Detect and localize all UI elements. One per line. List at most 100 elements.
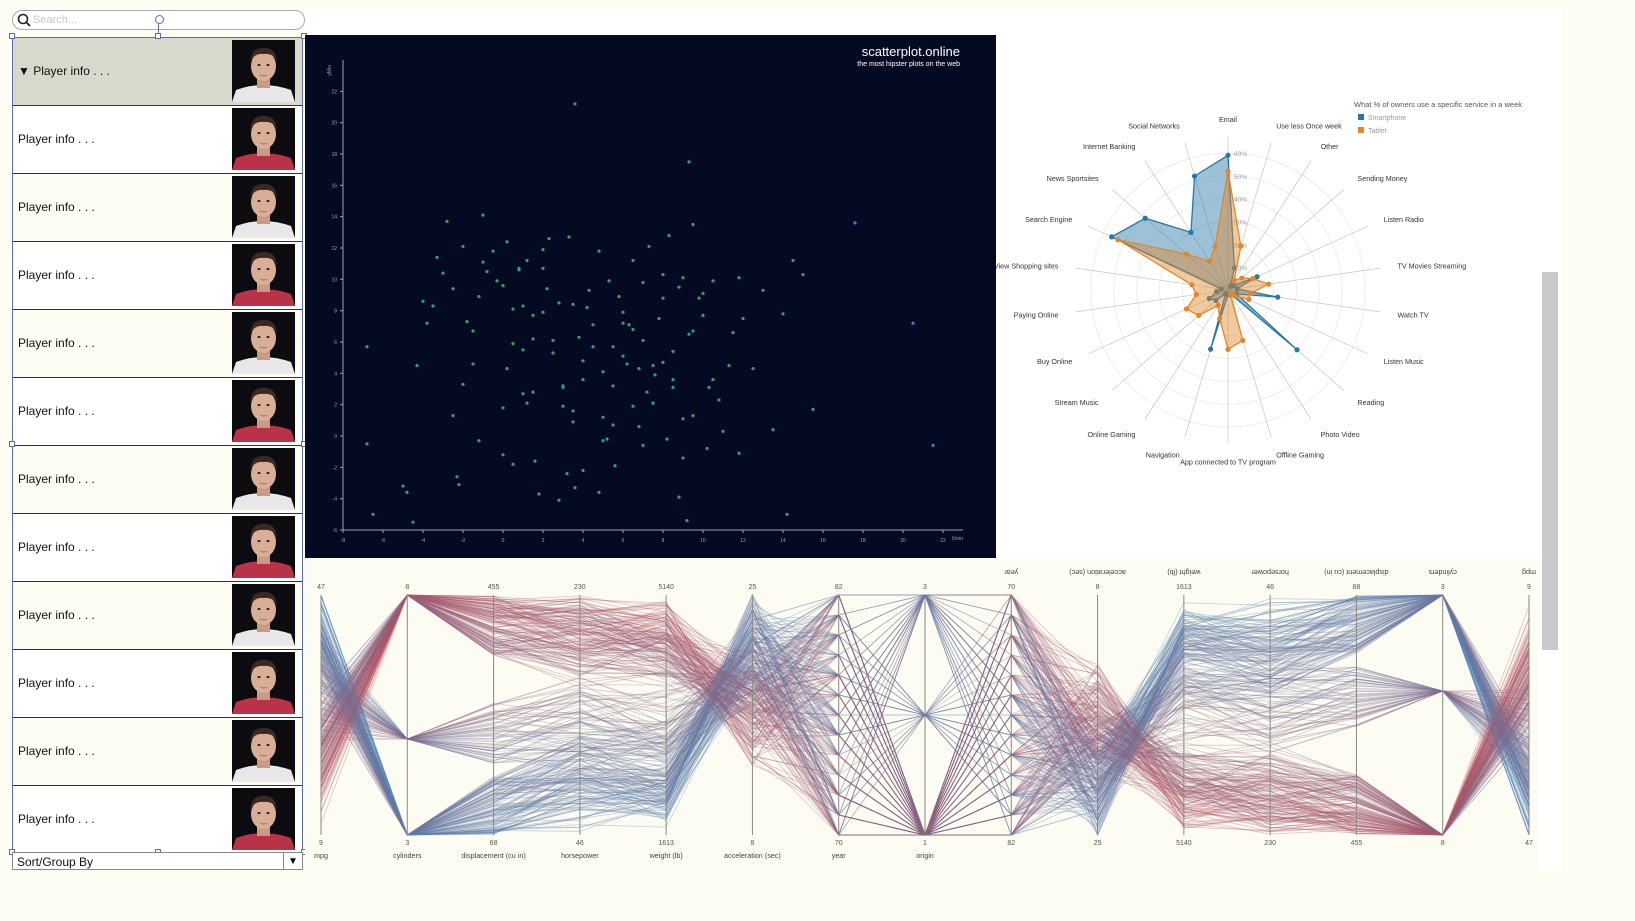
radar-point bbox=[1215, 302, 1221, 308]
player-info-label: Player info . . . bbox=[18, 540, 95, 554]
radar-axis bbox=[1227, 289, 1312, 420]
scatter-point bbox=[681, 417, 685, 421]
player-list-item[interactable]: Player info . . . bbox=[13, 582, 302, 650]
x-tick-label: -6 bbox=[381, 538, 386, 544]
player-list-item[interactable]: Player info . . . bbox=[13, 514, 302, 582]
radar-axis-label: Buy Online bbox=[1037, 357, 1072, 366]
scatter-point bbox=[531, 337, 535, 341]
radar-axis-label: Use less Once week bbox=[1276, 122, 1342, 131]
player-info-label: Player info . . . bbox=[18, 404, 95, 418]
scatter-point bbox=[701, 291, 705, 296]
radar-point bbox=[1250, 276, 1256, 282]
radar-axis-label: App connected to TV program bbox=[1180, 457, 1276, 466]
radar-point bbox=[1248, 290, 1254, 296]
player-info-label: ▼ Player info . . . bbox=[18, 64, 110, 78]
sort-group-dropdown[interactable]: Sort/Group By ▼ bbox=[12, 852, 303, 870]
pcp-axis-bottom-value: 3 bbox=[405, 840, 409, 847]
player-list-item[interactable]: Player info . . . bbox=[13, 786, 302, 853]
radar-point bbox=[1213, 297, 1219, 304]
x-tick-label: 20 bbox=[900, 538, 906, 544]
rotate-handle[interactable] bbox=[155, 15, 164, 24]
legend-label: Smartphone bbox=[1368, 115, 1406, 122]
scatter-point bbox=[717, 398, 721, 402]
player-photo bbox=[232, 516, 295, 578]
radar-axis-label: Other bbox=[1321, 142, 1340, 151]
y-tick-label: 12 bbox=[331, 246, 337, 252]
scatter-point bbox=[711, 378, 715, 382]
pcp-axis-name: mpg bbox=[1522, 568, 1536, 577]
player-list-item[interactable]: Player info . . . bbox=[13, 242, 302, 310]
scatter-point bbox=[501, 453, 505, 457]
scatter-point bbox=[677, 285, 681, 289]
radar-point bbox=[1183, 306, 1190, 312]
player-photo bbox=[232, 788, 295, 850]
scatter-point bbox=[541, 310, 545, 314]
radar-point bbox=[1115, 237, 1121, 243]
radar-axis bbox=[1227, 160, 1312, 291]
chart-title: scatterplot.online bbox=[862, 44, 960, 59]
pcp-axis-name: cylinders bbox=[1428, 568, 1457, 577]
radar-point bbox=[1266, 281, 1272, 287]
x-tick-label: 22 bbox=[940, 538, 946, 544]
player-list-item[interactable]: Player info . . . bbox=[13, 446, 302, 514]
pcp-axis-top-value: 8 bbox=[1096, 584, 1100, 591]
player-list-item[interactable]: Player info . . . bbox=[13, 718, 302, 786]
scatter-point bbox=[637, 367, 641, 371]
radar-axis-label: Social Networks bbox=[1128, 122, 1180, 131]
scatter-point bbox=[607, 279, 611, 283]
scatter-point bbox=[677, 495, 681, 499]
resize-handle[interactable] bbox=[9, 33, 15, 39]
scatter-point bbox=[671, 378, 675, 382]
radar-point bbox=[1246, 296, 1252, 303]
player-list-item[interactable]: Player info . . . bbox=[13, 106, 302, 174]
scatter-point bbox=[691, 329, 695, 333]
scatter-point bbox=[405, 490, 409, 494]
pcp-axis-name: origin bbox=[916, 851, 934, 860]
radar-point bbox=[1206, 295, 1212, 302]
vertical-scrollbar[interactable] bbox=[1542, 272, 1558, 650]
pcp-axis-bottom-value: 1 bbox=[923, 840, 927, 847]
scatter-point bbox=[431, 304, 435, 308]
radar-tick-label: 40% bbox=[1234, 197, 1247, 204]
scatter-point bbox=[591, 345, 595, 349]
scatter-point bbox=[571, 302, 575, 306]
scatter-point bbox=[621, 321, 625, 325]
radar-axis bbox=[1227, 289, 1272, 438]
radar-point bbox=[1230, 282, 1236, 289]
resize-handle[interactable] bbox=[9, 441, 15, 447]
scatter-point bbox=[737, 276, 741, 280]
radar-axis-label: News Sportsites bbox=[1047, 174, 1099, 183]
radar-axis-label: Sending Money bbox=[1357, 174, 1407, 183]
scatter-point bbox=[647, 244, 651, 249]
player-list-item[interactable]: Player info . . . bbox=[13, 650, 302, 718]
scatter-point bbox=[455, 475, 459, 479]
pcp-axis-top-value: 82 bbox=[835, 584, 843, 591]
resize-handle[interactable] bbox=[155, 33, 161, 39]
scatter-point bbox=[565, 472, 569, 476]
scatter-point bbox=[641, 338, 645, 343]
scatter-point bbox=[671, 385, 675, 390]
chevron-down-icon[interactable]: ▼ bbox=[283, 853, 302, 869]
player-info-label: Player info . . . bbox=[18, 336, 95, 350]
scatter-point bbox=[591, 323, 595, 327]
player-list-item[interactable]: Player info . . . bbox=[13, 378, 302, 446]
player-list-item[interactable]: Player info . . . bbox=[13, 174, 302, 242]
pcp-axis-name: weight (lb) bbox=[649, 851, 683, 860]
scatter-point bbox=[667, 233, 671, 238]
pcp-axis-bottom-value: 25 bbox=[1094, 840, 1102, 847]
legend-title: What % of owners use a specific service … bbox=[1354, 100, 1522, 109]
scatter-point bbox=[701, 313, 705, 317]
scatter-point bbox=[741, 316, 745, 321]
player-photo bbox=[232, 584, 295, 646]
radar-tick-label: 30% bbox=[1234, 220, 1247, 227]
radar-point bbox=[1206, 258, 1213, 264]
y-tick-label: 20 bbox=[331, 121, 337, 127]
x-tick-label: 2 bbox=[542, 538, 545, 544]
scatter-point bbox=[537, 492, 541, 496]
x-tick-label: 8 bbox=[662, 538, 665, 544]
pcp-axis-name: year bbox=[1004, 568, 1019, 577]
scatter-point bbox=[611, 345, 615, 349]
scatter-point bbox=[573, 102, 577, 106]
player-list-item[interactable]: Player info . . . bbox=[13, 310, 302, 378]
player-list-item[interactable]: ▼ Player info . . . bbox=[13, 38, 302, 106]
